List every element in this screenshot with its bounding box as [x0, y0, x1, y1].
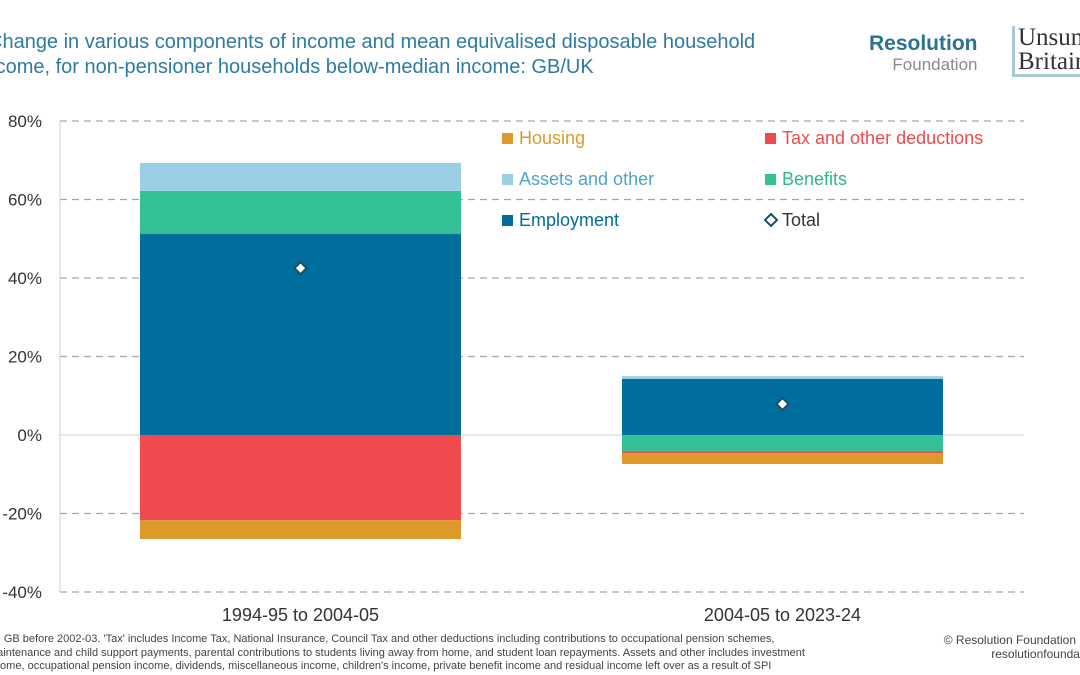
- copyright: © Resolution Foundation resolutionfounda…: [944, 633, 1080, 661]
- y-tick-label: -20%: [2, 505, 42, 524]
- resolution-foundation-logo: Resolution Foundation: [869, 32, 978, 75]
- y-tick-label: 40%: [8, 269, 42, 288]
- bar-segment-housing: [140, 520, 461, 540]
- bar-segment-assets-and-other: [622, 376, 943, 379]
- legend-label: Assets and other: [519, 169, 654, 189]
- x-tick-label: 1994-95 to 2004-05: [222, 605, 379, 625]
- y-tick-label: 80%: [8, 112, 42, 131]
- total-marker: [775, 396, 790, 412]
- bar-segment-benefits: [622, 435, 943, 452]
- bar-segment-tax-and-other-deductions: [140, 435, 461, 521]
- y-tick-label: -40%: [2, 583, 42, 602]
- legend-label: Tax and other deductions: [782, 128, 983, 148]
- legend-label: Employment: [519, 210, 619, 230]
- logo-text: Resolution: [869, 32, 978, 55]
- legend-swatch: [502, 174, 513, 185]
- legend-label: Benefits: [782, 169, 847, 189]
- bar-segment-assets-and-other: [140, 162, 461, 191]
- bar-segment-housing: [622, 453, 943, 465]
- legend-swatch: [765, 133, 776, 144]
- bar-segment-tax-and-other-deductions: [622, 451, 943, 454]
- note-line: maintenance and child support payments, …: [0, 646, 805, 659]
- notes: Notes: GB before 2002-03. 'Tax' includes…: [0, 633, 817, 674]
- y-tick-label: 20%: [8, 348, 42, 367]
- unsung-britain-logo: Unsung Britain: [1012, 24, 1080, 77]
- chart-title: Change in various components of income a…: [0, 30, 755, 80]
- logo-text: Britain: [1018, 48, 1080, 75]
- note-line: Notes: GB before 2002-03. 'Tax' includes…: [0, 633, 775, 645]
- legend-label: Housing: [519, 128, 585, 148]
- y-tick-label: 0%: [17, 426, 42, 445]
- logo-text: Unsung: [1018, 24, 1080, 51]
- legend-swatch: [765, 174, 776, 185]
- title-line-2: income, for non-pensioner households bel…: [0, 56, 594, 78]
- legend-swatch: [502, 133, 513, 144]
- website-text: resolutionfoundation.org: [991, 647, 1080, 661]
- legend-label: Total: [782, 210, 820, 230]
- legend-swatch: [502, 215, 513, 226]
- total-marker: [293, 260, 308, 276]
- bar-segment-benefits: [140, 190, 461, 235]
- legend-total-icon: [763, 212, 779, 228]
- logo-text: Foundation: [892, 55, 978, 74]
- x-tick-label: 2004-05 to 2023-24: [704, 605, 861, 625]
- note-line: income, occupational pension income, div…: [0, 660, 772, 672]
- y-tick-label: 60%: [8, 191, 42, 210]
- title-line-1: Change in various components of income a…: [0, 31, 756, 53]
- copyright-text: © Resolution Foundation: [943, 633, 1076, 647]
